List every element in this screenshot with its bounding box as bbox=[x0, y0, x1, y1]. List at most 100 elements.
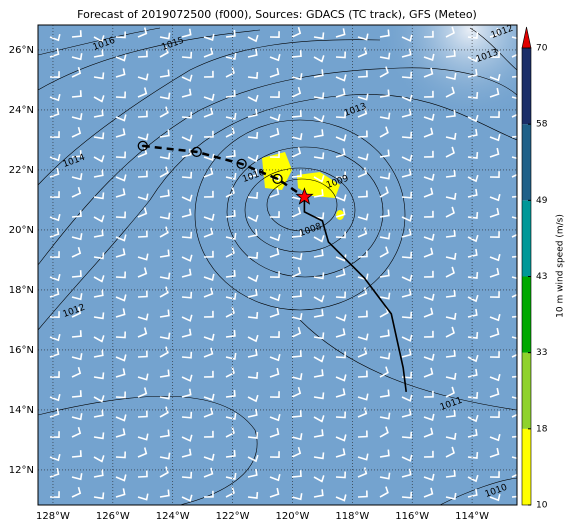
wind-barb bbox=[203, 250, 214, 258]
x-tick-label: 128°W bbox=[36, 511, 70, 522]
wind-barb bbox=[269, 247, 280, 258]
wind-barb bbox=[511, 135, 517, 138]
wind-barb bbox=[291, 410, 302, 418]
wind-barb bbox=[291, 350, 302, 358]
wind-barb bbox=[115, 114, 127, 122]
wind-barb bbox=[49, 167, 60, 178]
wind-barb bbox=[93, 455, 105, 463]
wind-barb bbox=[203, 107, 214, 118]
map-frame bbox=[37, 24, 518, 506]
wind-barb bbox=[445, 386, 455, 398]
wind-barb bbox=[181, 74, 193, 82]
wind-barb bbox=[511, 495, 517, 498]
wind-barb bbox=[159, 106, 169, 118]
wind-barb bbox=[71, 246, 82, 258]
wind-barb bbox=[335, 471, 346, 479]
wind-barb bbox=[445, 86, 455, 98]
wind-barb bbox=[93, 229, 104, 238]
wind-barb bbox=[71, 450, 82, 458]
wind-barb bbox=[93, 252, 105, 260]
wind-barb bbox=[247, 192, 259, 199]
wind-barb bbox=[49, 491, 60, 499]
wind-barb bbox=[247, 252, 259, 259]
wind-barb bbox=[137, 133, 149, 141]
y-tick-label: 18°N bbox=[9, 285, 34, 296]
wind-barb bbox=[313, 272, 325, 280]
wind-barb bbox=[49, 251, 60, 259]
wind-barb bbox=[379, 89, 390, 98]
wind-barb bbox=[489, 194, 501, 202]
wind-barb bbox=[225, 426, 235, 438]
wind-barb bbox=[247, 34, 259, 43]
wind-barb bbox=[511, 173, 517, 178]
wind-barb bbox=[203, 347, 214, 358]
wind-barb bbox=[445, 469, 456, 478]
wind-barb bbox=[203, 430, 214, 438]
wind-barb bbox=[203, 467, 214, 478]
wind-barb bbox=[445, 289, 456, 298]
wind-barb bbox=[93, 469, 104, 478]
wind-barb bbox=[445, 132, 457, 140]
wind-barb bbox=[467, 54, 479, 63]
wind-barb bbox=[335, 194, 347, 202]
wind-barb bbox=[467, 174, 479, 183]
wind-barbs bbox=[49, 26, 517, 502]
wind-barb bbox=[137, 313, 149, 321]
wind-barb bbox=[467, 488, 478, 498]
wind-barb bbox=[423, 307, 434, 318]
wind-barb bbox=[379, 486, 389, 498]
wind-barb bbox=[379, 426, 389, 438]
wind-barb bbox=[181, 134, 193, 142]
wind-barb bbox=[159, 392, 171, 400]
wind-barb bbox=[489, 471, 500, 479]
wind-barb bbox=[203, 333, 215, 341]
wind-barb bbox=[357, 33, 369, 41]
wind-barb bbox=[115, 354, 127, 362]
wind-barb bbox=[71, 473, 83, 481]
wind-barb bbox=[489, 254, 501, 262]
colorbar-tick-label: 43 bbox=[536, 272, 547, 282]
wind-barb bbox=[313, 475, 325, 483]
wind-barb bbox=[291, 326, 302, 338]
wind-barb bbox=[467, 212, 479, 219]
colorbar-segment bbox=[522, 428, 531, 505]
wind-barb bbox=[379, 389, 390, 398]
wind-barb bbox=[49, 227, 60, 238]
wind-barb bbox=[423, 450, 434, 458]
wind-barb bbox=[269, 151, 280, 159]
wind-barb bbox=[489, 134, 501, 142]
wind-barb bbox=[357, 107, 368, 118]
wind-barb bbox=[71, 426, 82, 438]
wind-barb bbox=[71, 366, 82, 378]
wind-barb bbox=[225, 352, 237, 360]
wind-barb bbox=[49, 131, 60, 139]
wind-barb bbox=[401, 71, 413, 79]
wind-barb bbox=[159, 272, 171, 280]
wind-barb bbox=[335, 448, 346, 458]
wind-barb bbox=[115, 331, 126, 339]
wind-barb bbox=[467, 428, 478, 438]
wind-barb bbox=[423, 270, 434, 278]
wind-barb bbox=[93, 395, 105, 403]
x-tick-label: 120°W bbox=[275, 511, 309, 522]
wind-barb bbox=[71, 173, 83, 181]
wind-barb bbox=[489, 351, 500, 359]
wind-barb bbox=[159, 226, 169, 238]
wind-barb bbox=[423, 487, 434, 498]
wind-barb bbox=[489, 74, 501, 82]
colorbar-segment bbox=[522, 200, 531, 277]
wind-barb bbox=[225, 126, 235, 138]
x-tick-label: 116°W bbox=[395, 511, 429, 522]
wind-barb bbox=[159, 286, 169, 298]
wind-barb bbox=[225, 269, 236, 278]
wind-barb bbox=[137, 350, 148, 358]
wind-barb bbox=[71, 486, 82, 498]
isobars bbox=[38, 27, 517, 505]
wind-barb bbox=[115, 151, 126, 159]
wind-barb bbox=[137, 253, 149, 261]
wind-barb bbox=[489, 51, 500, 59]
wind-barb bbox=[357, 47, 368, 58]
wind-barb bbox=[181, 388, 192, 398]
wind-barb bbox=[269, 487, 280, 498]
